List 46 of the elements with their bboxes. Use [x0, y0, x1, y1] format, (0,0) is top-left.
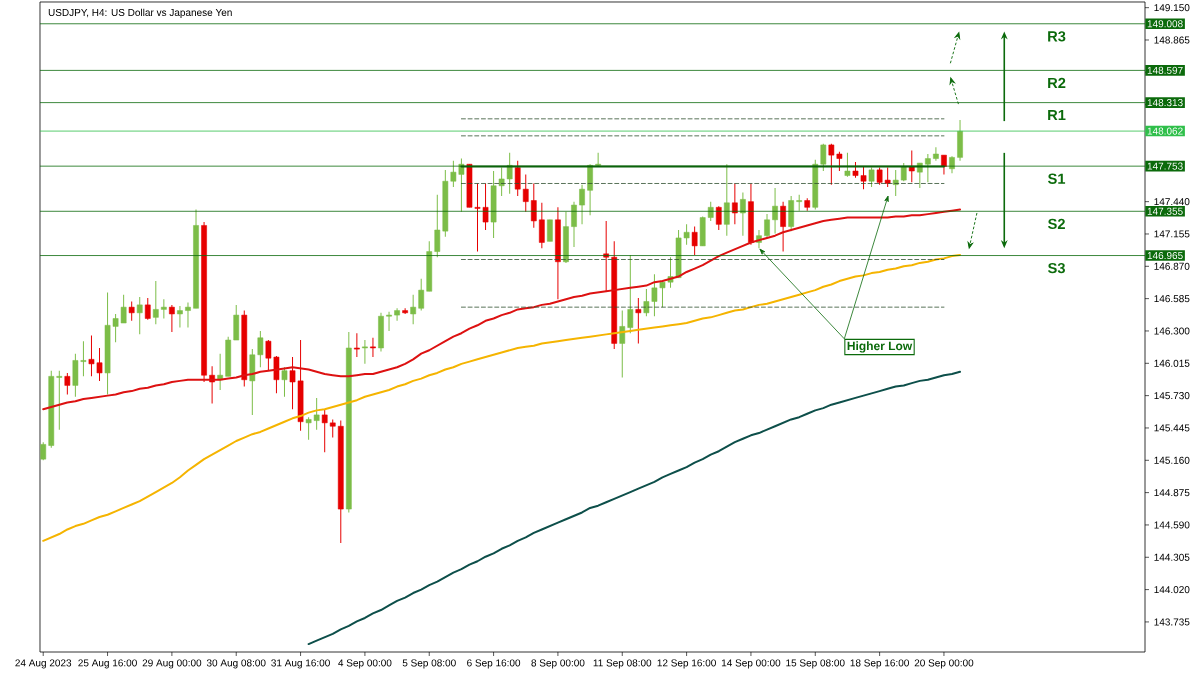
y-tick-label: 144.875	[1154, 489, 1190, 497]
annotation: R3	[1048, 31, 1066, 42]
y-tick-label: 144.305	[1154, 553, 1190, 561]
y-tick-label: 146.015	[1154, 359, 1190, 367]
ref-line-label: 148.062	[1147, 127, 1183, 135]
x-tick-label: 15 Sep 08:00	[786, 659, 845, 669]
text: USDJPY, H4: US Dollar vs Japanese Yen	[48, 8, 232, 18]
y-tick-label: 147.155	[1154, 230, 1190, 238]
x-tick-label: 24 Aug 2023	[15, 659, 72, 669]
annotation: Higher Low	[847, 341, 913, 353]
x-tick-label: 14 Sep 00:00	[721, 659, 781, 669]
x-tick-label: 29 Aug 00:00	[142, 659, 202, 669]
y-tick-label: 144.590	[1154, 521, 1190, 529]
x-tick-label: 20 Sep 00:00	[914, 659, 974, 669]
x-tick-label: 12 Sep 16:00	[657, 659, 716, 669]
annotation: S2	[1047, 218, 1065, 230]
y-tick-label: 143.735	[1154, 618, 1190, 626]
x-tick-label: 6 Sep 16:00	[467, 659, 521, 669]
ref-line-label: 147.753	[1147, 162, 1183, 170]
y-tick-label: 149.150	[1154, 4, 1190, 12]
x-tick-label: 8 Sep 00:00	[531, 659, 585, 669]
annotation: S1	[1047, 173, 1066, 184]
y-tick-label: 145.730	[1154, 392, 1190, 400]
x-tick-label: 18 Sep 16:00	[850, 659, 909, 669]
ref-line-label: 148.597	[1147, 66, 1183, 74]
ref-line-label: 146.965	[1147, 251, 1183, 260]
x-tick-label: 4 Sep 00:00	[338, 659, 392, 669]
ref-line-label: 147.355	[1147, 207, 1183, 215]
y-tick-label: 146.300	[1154, 327, 1190, 335]
annotation: S3	[1047, 262, 1065, 274]
ref-line-label: 149.008	[1147, 20, 1183, 28]
x-tick-label: 30 Aug 08:00	[206, 659, 266, 669]
y-tick-label: 147.440	[1154, 198, 1190, 206]
x-tick-label: 11 Sep 08:00	[593, 659, 652, 669]
annotation: R2	[1048, 77, 1066, 89]
annotation: R1	[1048, 110, 1066, 121]
x-tick-label: 5 Sep 08:00	[402, 659, 456, 669]
y-tick-label: 145.445	[1154, 424, 1190, 432]
ref-line-label: 148.313	[1147, 99, 1183, 107]
y-tick-label: 146.585	[1154, 295, 1190, 303]
y-tick-label: 146.870	[1154, 262, 1190, 270]
x-tick-label: 31 Aug 16:00	[271, 659, 330, 669]
x-tick-label: 25 Aug 16:00	[78, 659, 137, 669]
y-tick-label: 145.160	[1154, 456, 1190, 464]
y-tick-label: 144.020	[1154, 586, 1190, 594]
y-tick-label: 148.865	[1154, 36, 1190, 44]
